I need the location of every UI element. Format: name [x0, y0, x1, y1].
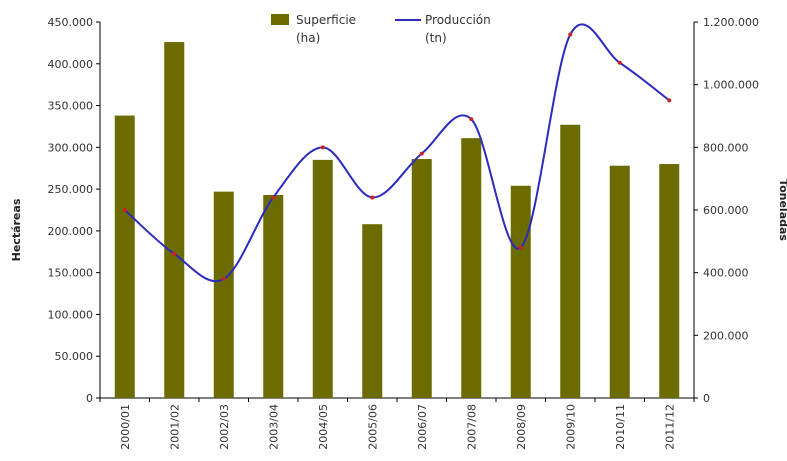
y-tick-label: 400.000: [48, 58, 94, 71]
y2-tick-label: 800.000: [703, 141, 749, 154]
x-tick-label: 2011/12: [663, 404, 676, 450]
legend-label-superficie-line1: Superficie: [296, 13, 356, 27]
line-point: [370, 195, 375, 200]
y2-axis-title: Toneladas: [777, 179, 787, 241]
legend-label-superficie-line2: (ha): [296, 31, 320, 45]
line-point: [568, 32, 573, 37]
bar: [411, 159, 432, 398]
y-tick-label: 250.000: [48, 183, 94, 196]
bar: [213, 191, 234, 398]
x-axis-ticks: 2000/01 2001/02 2002/03 2003/04 2004/05 2005/…: [99, 398, 695, 450]
line-point: [419, 151, 424, 156]
bar-series-superficie: [114, 42, 680, 399]
y-tick-label: 350.000: [48, 100, 94, 113]
bar: [114, 115, 135, 399]
x-tick-label: 2005/06: [366, 404, 379, 450]
legend-swatch-superficie: [271, 14, 289, 25]
x-tick-label: 2010/11: [614, 404, 627, 450]
line-point: [122, 208, 127, 212]
y-tick-label: 300.000: [48, 141, 94, 154]
y2-axis-ticks: 0 200.000 400.000 600.000 800.000 1.000.000 1.…: [694, 16, 759, 405]
y2-tick-label: 600.000: [703, 204, 749, 217]
y-tick-label: 450.000: [48, 16, 94, 29]
bar: [609, 165, 630, 398]
x-tick-label: 2006/07: [416, 404, 429, 450]
bar: [312, 159, 333, 398]
y-tick-label: 150.000: [48, 267, 94, 280]
x-tick-label: 2003/04: [267, 404, 280, 450]
line-point: [221, 276, 226, 281]
y-tick-label: 100.000: [48, 308, 94, 321]
y2-tick-label: 0: [703, 392, 710, 405]
x-tick-label: 2007/08: [465, 404, 478, 450]
line-point: [320, 145, 325, 150]
line-point: [469, 117, 474, 122]
bar: [164, 42, 185, 398]
y-axis-title: Hectáreas: [10, 198, 23, 261]
line-series-produccion: [122, 23, 672, 282]
line-point: [518, 245, 523, 250]
bar: [263, 194, 284, 398]
y-tick-label: 200.000: [48, 225, 94, 238]
line-point: [271, 195, 276, 200]
y2-tick-label: 1.200.000: [703, 16, 759, 29]
x-tick-label: 2002/03: [218, 404, 231, 450]
legend-label-produccion-line2: (tn): [425, 31, 447, 45]
x-tick-label: 2001/02: [168, 404, 181, 450]
bar: [510, 185, 531, 398]
legend-label-produccion-line1: Producción: [425, 13, 491, 27]
y2-tick-label: 1.000.000: [703, 79, 759, 92]
legend: Superficie (ha) Producción (tn): [271, 13, 491, 45]
y2-tick-label: 400.000: [703, 267, 749, 280]
y-axis-ticks: 0 50.000 100.000 150.000 200.000 250.000 300.0…: [48, 16, 100, 405]
y-tick-label: 0: [86, 392, 93, 405]
bar: [659, 164, 680, 398]
x-tick-label: 2004/05: [317, 404, 330, 450]
bar: [362, 224, 383, 398]
x-tick-label: 2008/09: [515, 404, 528, 450]
y2-tick-label: 200.000: [703, 329, 749, 342]
y-tick-label: 50.000: [55, 350, 94, 363]
x-tick-label: 2009/10: [564, 404, 577, 450]
line-point: [667, 98, 672, 103]
line-point: [172, 251, 177, 256]
line-point: [617, 60, 622, 65]
x-tick-label: 2000/01: [119, 404, 132, 450]
bar: [461, 138, 482, 399]
bar: [560, 124, 581, 399]
